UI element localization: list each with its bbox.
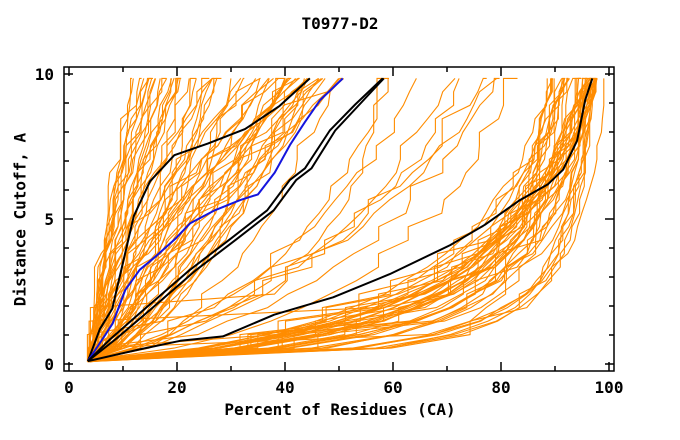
model-curve — [88, 77, 592, 361]
model-curve — [89, 78, 570, 361]
x-tick-label: 40 — [275, 378, 294, 397]
y-tick-label: 5 — [44, 210, 54, 229]
model-curve — [89, 77, 322, 361]
black-model-mid-b — [87, 77, 385, 362]
model-curve — [87, 78, 460, 362]
model-curve — [87, 78, 548, 362]
model-curve — [89, 78, 320, 362]
model-curve — [88, 78, 261, 362]
x-tick-label: 0 — [64, 378, 74, 397]
model-curve — [88, 78, 343, 361]
model-curve — [88, 78, 156, 361]
model-curve — [90, 77, 581, 363]
model-curve — [88, 78, 288, 362]
model-curve — [87, 78, 257, 362]
model-curve — [88, 77, 324, 362]
model-curve — [87, 78, 598, 361]
model-curve — [88, 78, 173, 361]
model-curve — [89, 77, 197, 362]
x-tick-label: 80 — [491, 378, 510, 397]
model-curve — [89, 78, 591, 361]
model-curve — [87, 77, 319, 361]
model-curve — [89, 78, 565, 363]
x-tick-label: 20 — [167, 378, 186, 397]
model-curve — [87, 77, 518, 361]
model-curve — [87, 77, 142, 360]
model-curve — [90, 77, 388, 362]
model-curve — [88, 78, 605, 362]
model-curve — [89, 77, 596, 362]
x-tick-label: 60 — [383, 378, 402, 397]
model-curve — [87, 78, 181, 360]
model-curve — [89, 77, 498, 361]
model-curve — [89, 77, 389, 361]
tick-labels: 0 20 40 60 80 100 0 5 10 — [35, 65, 624, 397]
black-model-mid-a — [87, 77, 384, 362]
model-curve — [87, 78, 595, 361]
model-curve — [87, 77, 242, 361]
model-curve — [89, 77, 566, 361]
black-model-upper — [86, 77, 311, 362]
model-curve — [88, 77, 345, 362]
model-curve — [90, 78, 309, 362]
x-axis-label: Percent of Residues (CA) — [224, 400, 456, 419]
model-curve — [88, 78, 134, 361]
model-curve — [87, 77, 569, 361]
model-curve — [86, 78, 297, 362]
model-curve — [89, 78, 286, 363]
model-curve — [87, 77, 487, 363]
y-tick-label: 0 — [44, 355, 54, 374]
x-tick-label: 100 — [595, 378, 624, 397]
model-curve — [89, 78, 456, 361]
model-curve — [88, 78, 161, 361]
plot-frame-and-ticks — [63, 66, 615, 372]
model-curve — [88, 78, 565, 363]
model-curve — [88, 78, 566, 362]
model-curve — [87, 78, 213, 360]
model-curves — [86, 77, 605, 363]
plot-title: T0977-D2 — [301, 14, 379, 33]
model-curve — [88, 78, 596, 362]
blue-model — [87, 77, 344, 362]
model-curve — [88, 78, 417, 361]
highlight-curves — [86, 77, 594, 363]
black-model-lower — [87, 78, 594, 363]
y-tick-label: 10 — [35, 65, 54, 84]
model-curve — [86, 78, 308, 362]
model-curve — [87, 77, 500, 362]
model-curve — [90, 77, 592, 362]
